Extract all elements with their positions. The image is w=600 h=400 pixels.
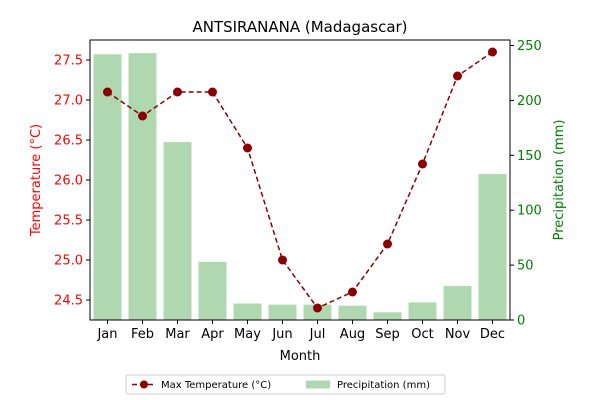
left-tick-label: 24.5 [54, 294, 83, 309]
temp-point-may [243, 143, 252, 153]
legend-bar-swatch [306, 380, 330, 389]
right-tick-label: 50 [517, 259, 534, 274]
x-axis-label: Month [280, 349, 321, 364]
temp-point-feb [138, 111, 147, 121]
left-tick-label: 26.0 [54, 174, 83, 189]
temp-point-apr [208, 87, 217, 97]
temp-point-oct [418, 159, 427, 169]
precip-bar-dec [478, 173, 507, 320]
left-tick-label: 26.5 [54, 134, 83, 149]
x-tick-label: Feb [131, 327, 154, 342]
left-tick-label: 25.5 [54, 214, 83, 229]
x-tick-label: Aug [340, 327, 365, 342]
legend: Max Temperature (°C) Precipitation (mm) [125, 374, 446, 395]
legend-marker-swatch [140, 380, 148, 389]
temperature-line-series [103, 47, 497, 313]
left-tick-label: 27.0 [54, 94, 83, 109]
temperature-line [107, 51, 493, 309]
x-tick-label: Apr [201, 327, 224, 342]
precip-bar-sep [373, 312, 402, 320]
precip-bar-aug [338, 305, 367, 320]
right-tick-label: 0 [517, 314, 525, 329]
left-axis-label: Temperature (°C) [29, 124, 44, 237]
temp-point-jun [278, 255, 287, 265]
x-tick-label: Jul [309, 327, 326, 342]
x-tick-label: May [234, 327, 261, 342]
temp-point-jul [313, 303, 322, 313]
precip-bar-oct [408, 302, 437, 320]
right-axis-ticks: 0 50 100 150 200 250 [510, 39, 542, 329]
precipitation-bars [93, 53, 507, 321]
temp-point-aug [348, 287, 357, 297]
left-tick-label: 25.0 [54, 254, 83, 269]
legend-label-precipitation: Precipitation (mm) [337, 380, 430, 391]
temp-point-jan [103, 87, 112, 97]
temp-point-dec [488, 47, 497, 57]
legend-label-temperature: Max Temperature (°C) [161, 380, 271, 391]
chart-title: ANTSIRANANA (Madagascar) [192, 18, 407, 36]
left-axis-ticks: 24.5 25.0 25.5 26.0 26.5 27.0 27.5 [54, 54, 90, 309]
x-tick-label: Jan [96, 327, 117, 342]
right-tick-label: 200 [517, 94, 542, 109]
left-tick-label: 27.5 [54, 54, 83, 69]
precip-bar-apr [198, 261, 227, 320]
x-tick-label: Sep [375, 327, 400, 342]
right-tick-label: 150 [517, 149, 542, 164]
x-tick-label: Nov [445, 327, 471, 342]
precip-bar-jun [268, 304, 297, 320]
temp-point-sep [383, 239, 392, 249]
x-tick-label: Oct [411, 327, 433, 342]
x-axis-ticks: Jan Feb Mar Apr May Jun Jul Aug Sep Oct Nov Dec [96, 320, 505, 342]
temp-point-nov [453, 71, 462, 81]
x-tick-label: Dec [480, 327, 505, 342]
right-axis-label: Precipitation (mm) [552, 120, 567, 241]
precip-bar-may [233, 303, 262, 320]
x-tick-label: Mar [165, 327, 190, 342]
precip-bar-feb [128, 53, 157, 320]
x-tick-label: Jun [271, 327, 292, 342]
legend-box [125, 374, 446, 395]
right-tick-label: 100 [517, 204, 542, 219]
temp-point-mar [173, 87, 182, 97]
precip-bar-nov [443, 285, 472, 320]
precip-bar-mar [163, 142, 192, 320]
right-tick-label: 250 [517, 39, 542, 54]
